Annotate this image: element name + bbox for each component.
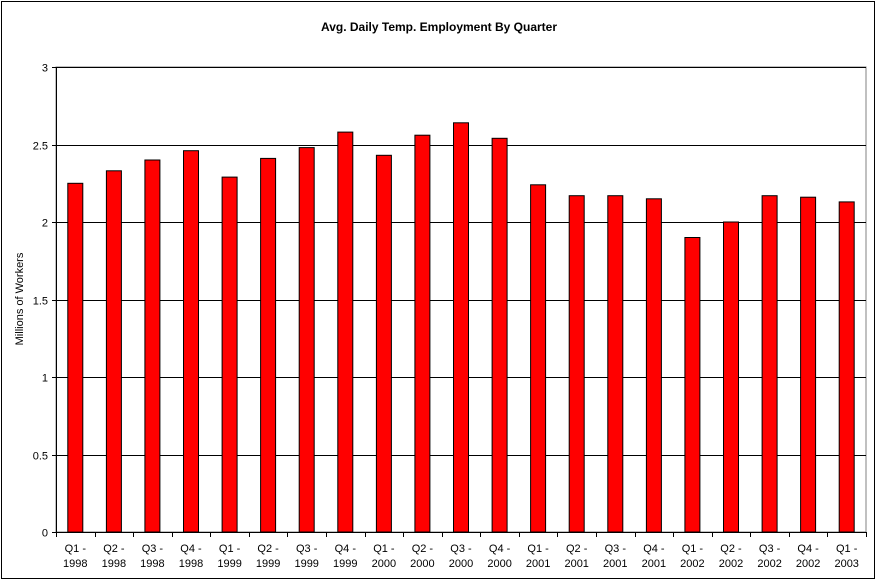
x-tick-label-year: 2001 — [526, 558, 550, 570]
x-tick-label-year: 2001 — [564, 558, 588, 570]
x-tick-label: Q3 - 1998 — [140, 543, 164, 570]
bar — [298, 147, 315, 533]
x-tick-label: Q1 - 1998 — [63, 543, 87, 570]
x-tick-label: Q2 - 2000 — [410, 543, 434, 570]
x-tick-label-quarter: Q2 - — [720, 543, 742, 555]
x-tick-label-quarter: Q4 - — [180, 543, 202, 555]
x-tick-label: Q1 - 2000 — [372, 543, 396, 570]
x-tick-label-year: 1998 — [179, 558, 203, 570]
x-tick-label: Q4 - 1999 — [333, 543, 357, 570]
y-tick-label: 0 — [42, 528, 48, 540]
x-tick-label: Q4 - 2002 — [796, 543, 820, 570]
x-tick-label-quarter: Q1 - — [527, 543, 549, 555]
x-tick-label-quarter: Q2 - — [412, 543, 434, 555]
x-tick-label-year: 1998 — [102, 558, 126, 570]
x-tick-label-quarter: Q3 - — [142, 543, 164, 555]
x-tick-label-year: 1999 — [333, 558, 357, 570]
bar — [105, 170, 122, 533]
x-tick-label: Q3 - 2000 — [449, 543, 473, 570]
bar — [800, 196, 817, 533]
x-tick-label-year: 2002 — [680, 558, 704, 570]
x-tick-label-quarter: Q1 - — [219, 543, 241, 555]
y-tick-label: 0.5 — [33, 451, 48, 463]
x-tick-label: Q1 - 2002 — [680, 543, 704, 570]
x-tick-label: Q1 - 1999 — [217, 543, 241, 570]
x-tick-label-year: 2000 — [410, 558, 434, 570]
axes — [52, 67, 867, 537]
x-tick-label: Q3 - 2001 — [603, 543, 627, 570]
x-tick-label-year: 2000 — [449, 558, 473, 570]
x-tick-label-year: 2002 — [719, 558, 743, 570]
bar — [530, 184, 547, 533]
x-tick-label: Q1 - 2001 — [526, 543, 550, 570]
x-tick-label: Q2 - 1998 — [102, 543, 126, 570]
x-tick-label-quarter: Q1 - — [65, 543, 87, 555]
y-tick-label: 1.5 — [33, 296, 48, 308]
x-tick-label-year: 1999 — [294, 558, 318, 570]
x-tick-label-quarter: Q1 - — [373, 543, 395, 555]
y-tick-label: 2.5 — [33, 141, 48, 153]
y-tick-label: 2 — [42, 218, 48, 230]
bar — [414, 134, 431, 533]
x-tick-label-quarter: Q1 - — [682, 543, 704, 555]
bar — [221, 176, 238, 533]
bar — [260, 157, 277, 533]
x-tick-label: Q2 - 1999 — [256, 543, 280, 570]
y-tick-labels: 0 0.5 1 1.5 2 2.5 3 — [33, 63, 48, 540]
x-tick-label-quarter: Q1 - — [836, 543, 858, 555]
x-tick-label-year: 1998 — [140, 558, 164, 570]
x-tick-label-quarter: Q3 - — [605, 543, 627, 555]
x-tick-labels: Q1 - 1998 Q2 - 1998 Q3 - 1998 Q4 - 1998 Q1 - 1999… — [63, 543, 859, 570]
x-tick-label-quarter: Q2 - — [103, 543, 125, 555]
x-tick-label-year: 1999 — [217, 558, 241, 570]
x-tick-label: Q3 - 2002 — [757, 543, 781, 570]
x-tick-label: Q1 - 2003 — [834, 543, 858, 570]
bar — [838, 201, 855, 533]
y-tick-label: 3 — [42, 63, 48, 75]
bar — [645, 198, 662, 533]
bars — [67, 122, 855, 533]
bar — [67, 182, 84, 533]
x-tick-label-year: 2001 — [603, 558, 627, 570]
x-tick-label: Q4 - 2001 — [642, 543, 666, 570]
x-tick-label-year: 1999 — [256, 558, 280, 570]
bar — [723, 221, 739, 533]
bar — [568, 195, 585, 533]
bar — [684, 237, 701, 533]
x-tick-label-quarter: Q4 - — [797, 543, 819, 555]
x-tick-label: Q2 - 2002 — [719, 543, 743, 570]
bar — [375, 154, 392, 533]
x-tick-label-quarter: Q3 - — [296, 543, 318, 555]
x-tick-label-year: 2002 — [757, 558, 781, 570]
x-tick-label-year: 2000 — [487, 558, 511, 570]
y-tick-label: 1 — [42, 373, 48, 385]
x-tick-label-quarter: Q2 - — [257, 543, 279, 555]
x-tick-label-quarter: Q3 - — [759, 543, 781, 555]
x-tick-label-quarter: Q2 - — [566, 543, 588, 555]
x-tick-label-quarter: Q4 - — [643, 543, 665, 555]
x-tick-label-year: 2002 — [796, 558, 820, 570]
bar — [761, 195, 778, 533]
bar — [607, 195, 624, 533]
x-tick-label-quarter: Q3 - — [450, 543, 472, 555]
bar — [183, 150, 199, 533]
x-tick-label: Q2 - 2001 — [564, 543, 588, 570]
x-tick-label-year: 2000 — [372, 558, 396, 570]
bar — [491, 137, 508, 533]
x-tick-label-year: 1998 — [63, 558, 87, 570]
x-tick-label-quarter: Q4 - — [335, 543, 357, 555]
bar — [337, 131, 354, 533]
bar — [144, 159, 161, 533]
x-tick-label-quarter: Q4 - — [489, 543, 511, 555]
chart-title: Avg. Daily Temp. Employment By Quarter — [320, 20, 558, 34]
x-tick-label: Q4 - 1998 — [179, 543, 203, 570]
x-tick-label-year: 2001 — [642, 558, 666, 570]
x-tick-label-year: 2003 — [834, 558, 858, 570]
x-tick-label: Q4 - 2000 — [487, 543, 511, 570]
bar — [453, 122, 469, 533]
x-tick-label: Q3 - 1999 — [294, 543, 318, 570]
